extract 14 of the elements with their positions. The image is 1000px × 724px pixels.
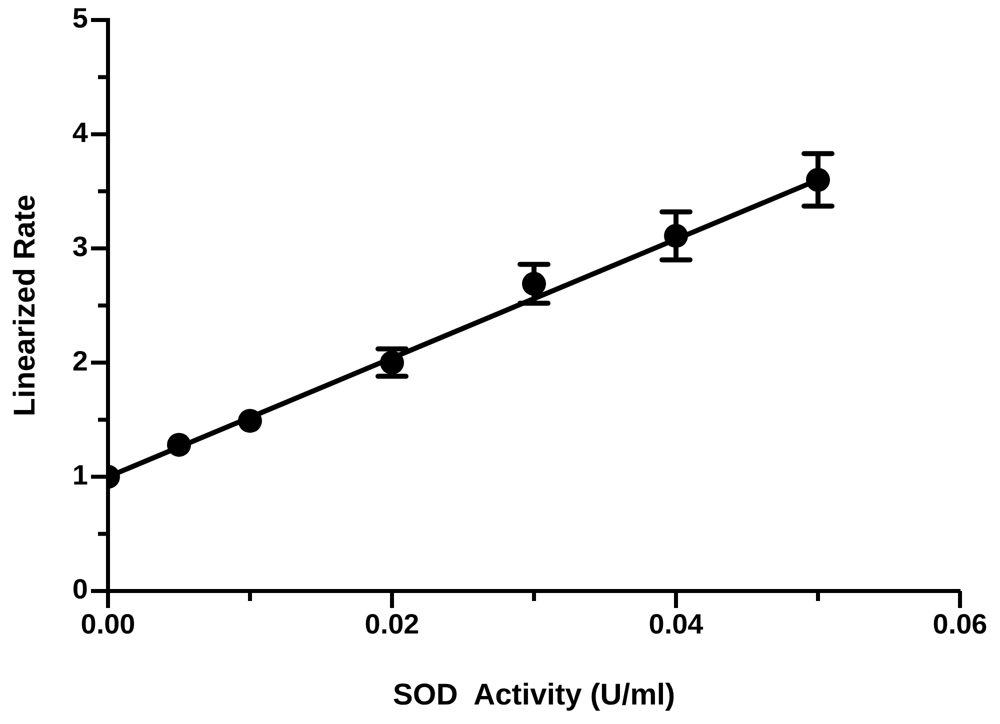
point xyxy=(238,408,262,433)
x-tick-label: 0.06 xyxy=(932,608,988,640)
y-axis-title: Linearized Rate xyxy=(8,194,42,416)
y-tick-label: 1 xyxy=(72,460,88,491)
x-tick-label: 0.00 xyxy=(80,608,136,640)
y-tick-label: 5 xyxy=(72,2,88,34)
x-axis-title: SOD Activity (U/ml) xyxy=(392,678,676,712)
y-tick-label: 2 xyxy=(72,345,88,376)
point xyxy=(167,432,191,457)
y-tick-label: 0 xyxy=(72,574,88,605)
y-tick-label: 4 xyxy=(72,116,88,148)
x-tick-label: 0.04 xyxy=(648,608,704,640)
x-tick-label: 0.02 xyxy=(364,608,420,640)
y-tick-label: 3 xyxy=(72,231,88,262)
